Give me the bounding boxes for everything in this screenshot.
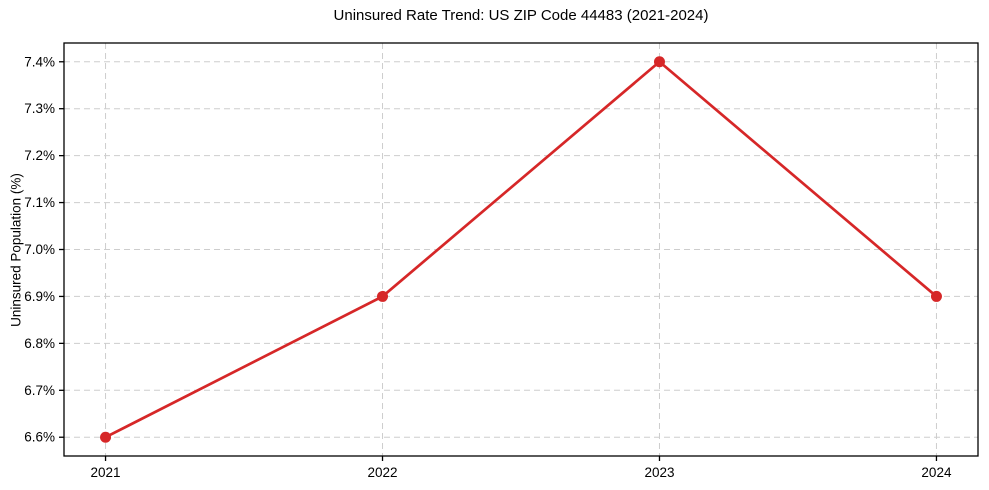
y-tick-label: 7.4% bbox=[24, 54, 55, 69]
y-tick-label: 6.6% bbox=[24, 430, 55, 445]
y-tick-label: 7.3% bbox=[24, 101, 55, 116]
data-point-2022 bbox=[377, 290, 389, 302]
y-tick-label: 6.8% bbox=[24, 336, 55, 351]
x-tick-label: 2023 bbox=[644, 465, 674, 480]
plot-border bbox=[63, 42, 979, 457]
y-tick-label: 7.1% bbox=[24, 195, 55, 210]
y-tick-label: 6.9% bbox=[24, 289, 55, 304]
y-tick-label: 7.2% bbox=[24, 148, 55, 163]
data-point-2021 bbox=[100, 431, 112, 443]
trend-line bbox=[104, 60, 938, 439]
chart-title: Uninsured Rate Trend: US ZIP Code 44483 … bbox=[333, 7, 709, 24]
data-point-2023 bbox=[653, 56, 665, 68]
y-tick-label: 7.0% bbox=[24, 242, 55, 257]
x-tick-label: 2024 bbox=[921, 465, 952, 480]
y-tick-label: 6.7% bbox=[24, 383, 55, 398]
x-tick-label: 2021 bbox=[91, 465, 121, 480]
x-tick-label: 2022 bbox=[367, 465, 397, 480]
data-point-2024 bbox=[930, 290, 942, 302]
